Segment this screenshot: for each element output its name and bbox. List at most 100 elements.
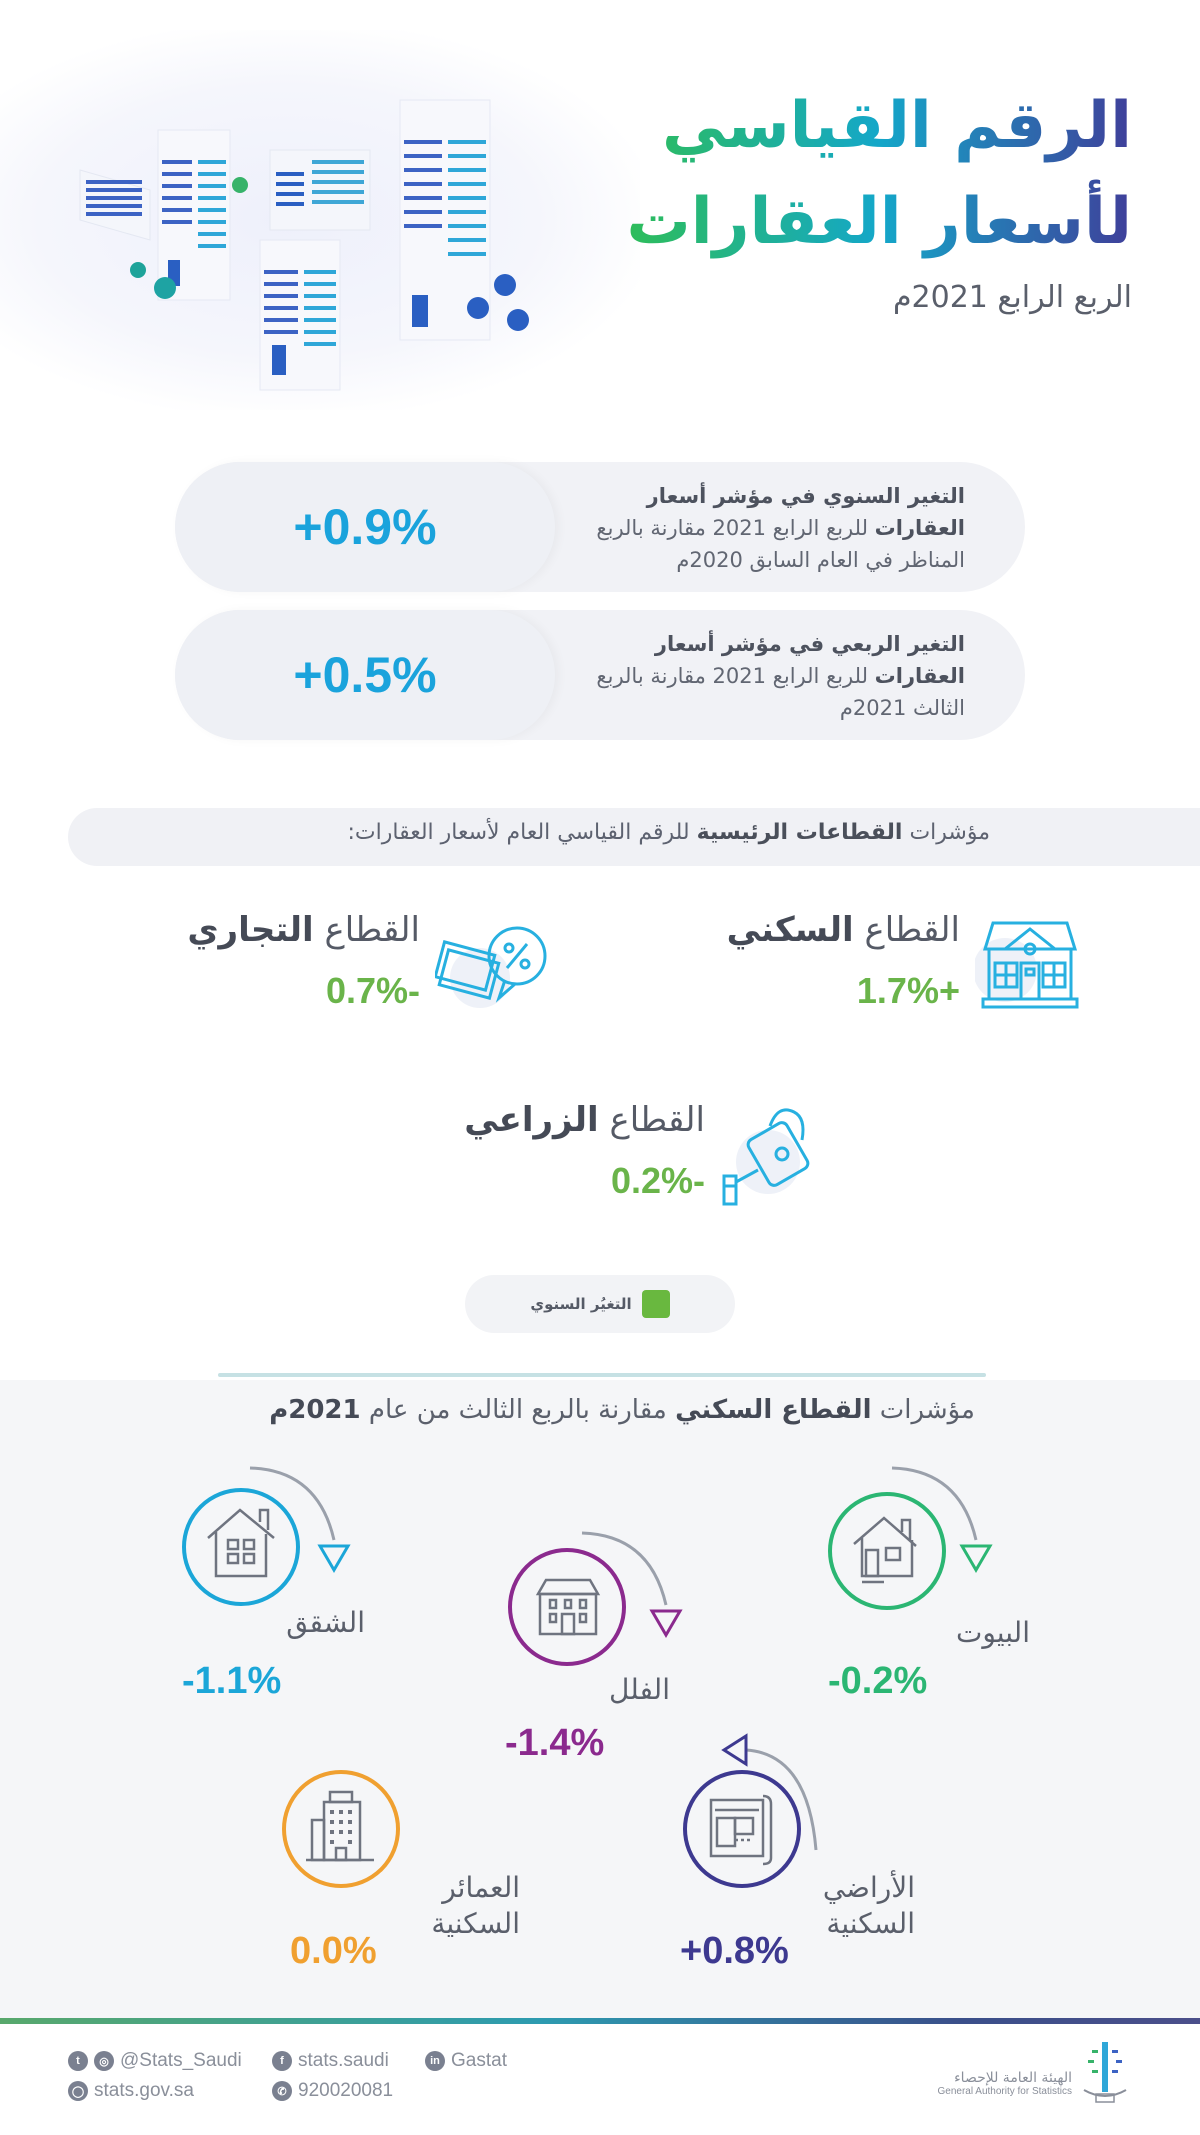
org-name-english: General Authority for Statistics: [937, 2086, 1072, 2097]
org-name: الهيئة العامة للإحصاء General Authority …: [937, 2070, 1072, 2097]
villas-value: -1.4%: [505, 1722, 605, 1764]
down-arrow-icon: [581, 1531, 683, 1638]
phone-number[interactable]: ✆ 920020081: [272, 2080, 393, 2102]
quarterly-change-title: التغير الربعي في مؤشر أسعار العقارات: [654, 632, 965, 688]
residential-heading-bold: القطاع السكني: [675, 1395, 872, 1425]
sector-commercial-value: -0.7%: [325, 970, 420, 1011]
subtitle: الربع الرابع 2021م: [892, 280, 1132, 315]
sectors-heading: مؤشرات القطاعات الرئيسية للرقم القياسي ا…: [348, 820, 990, 845]
annual-change-card: +0.9% التغير السنوي في مؤشر أسعار العقار…: [175, 462, 1025, 592]
footer: [0, 2024, 1200, 2135]
legend-label: التغيُر السنوي: [530, 1295, 632, 1313]
quarterly-change-value-box: +0.5%: [175, 610, 555, 740]
land-label-line2: السكنية: [826, 1907, 915, 1940]
facebook-icon: f: [272, 2051, 292, 2071]
buildings-label-line2: السكنية: [431, 1907, 520, 1940]
residential-heading: مؤشرات القطاع السكني مقارنة بالربع الثال…: [269, 1395, 975, 1425]
building-icon: [306, 1790, 374, 1862]
sectors-heading-bar: مؤشرات القطاعات الرئيسية للرقم القياسي ا…: [68, 808, 1200, 866]
sector-agricultural: القطاع الزراعي -0.2%: [464, 1098, 705, 1202]
facebook-handle: stats.saudi: [298, 2050, 389, 2071]
apartment-icon: [207, 1508, 275, 1578]
linkedin-handle: Gastat: [451, 2050, 507, 2071]
residential-heading-pre: مؤشرات: [871, 1395, 975, 1425]
land-value: +0.8%: [680, 1930, 789, 1972]
apartments-circle: [182, 1488, 300, 1606]
phone-icon: ✆: [272, 2081, 292, 2101]
houses-label: البيوت: [955, 1616, 1030, 1649]
website-url: stats.gov.sa: [94, 2080, 194, 2101]
sector-residential-name: القطاع السكني: [727, 908, 960, 952]
sectors-heading-pre: مؤشرات: [902, 820, 990, 845]
down-arrow-icon: [891, 1466, 993, 1573]
hero-section: الرقم القياسي لأسعار العقارات الربع الرا…: [0, 0, 1200, 440]
house-icon: [975, 921, 1079, 1009]
quarterly-change-detail: للربع الرابع 2021 مقارنة بالربع الثالث 2…: [596, 664, 965, 720]
sector-residential-value: +1.7%: [856, 970, 960, 1011]
linkedin-icon: in: [425, 2051, 445, 2071]
social-facebook[interactable]: f stats.saudi: [272, 2050, 389, 2072]
annual-change-value-box: +0.9%: [175, 462, 555, 592]
website-link[interactable]: ◯ stats.gov.sa: [68, 2080, 194, 2102]
residential-heading-year: 2021م: [269, 1395, 361, 1425]
title-line-2: لأسعار العقارات: [626, 185, 1132, 259]
buildings-circle: [282, 1770, 400, 1888]
page-title: الرقم القياسي لأسعار العقارات: [626, 78, 1132, 270]
org-name-arabic: الهيئة العامة للإحصاء: [954, 2070, 1072, 2086]
annual-change-title: التغير السنوي في مؤشر أسعار العقارات: [646, 484, 965, 540]
villas-label: الفلل: [609, 1673, 670, 1706]
divider-line: [218, 1373, 986, 1377]
sector-name-pre: القطاع: [598, 1100, 705, 1140]
sector-residential: القطاع السكني +1.7%: [727, 908, 960, 1012]
up-arrow-icon: [721, 1733, 818, 1851]
sector-commercial: القطاع التجاري -0.7%: [187, 908, 420, 1012]
buildings-illustration: [79, 99, 529, 391]
money-percent-icon: [435, 926, 547, 1008]
gastat-logo-icon: [1083, 2042, 1127, 2103]
sector-name-bold: التجاري: [187, 910, 314, 950]
sector-name-pre: القطاع: [853, 910, 960, 950]
watering-can-icon: [722, 1108, 810, 1206]
sector-commercial-name: القطاع التجاري: [187, 908, 420, 952]
sector-name-bold: السكني: [726, 910, 854, 950]
title-line-1: الرقم القياسي: [661, 89, 1132, 163]
annual-change-detail: للربع الرابع 2021 مقارنة بالربع المناظر …: [596, 516, 965, 572]
apartments-value: -1.1%: [182, 1660, 282, 1702]
land-label: الأراضي السكنية: [823, 1870, 915, 1942]
globe-icon: ◯: [68, 2081, 88, 2101]
land-circle: [683, 1770, 801, 1888]
phone-value: 920020081: [298, 2080, 394, 2101]
instagram-icon: ◎: [94, 2051, 114, 2071]
houses-circle: [828, 1492, 946, 1610]
sectors-heading-post: للرقم القياسي العام لأسعار العقارات:: [347, 820, 697, 845]
down-arrow-icon: [249, 1466, 351, 1573]
annual-change-value: +0.9%: [293, 499, 437, 555]
quarterly-change-description: التغير الربعي في مؤشر أسعار العقارات للر…: [565, 628, 965, 724]
social-twitter-instagram[interactable]: t ◎ @Stats_Saudi: [68, 2050, 242, 2072]
houses-value: -0.2%: [828, 1660, 928, 1702]
footer-gradient-line: [0, 2018, 1200, 2024]
twitter-icon: t: [68, 2051, 88, 2071]
social-linkedin[interactable]: in Gastat: [425, 2050, 507, 2072]
buildings-value: 0.0%: [290, 1930, 377, 1972]
house-icon: [853, 1516, 917, 1584]
apartments-label: الشقق: [286, 1606, 365, 1639]
land-plan-icon: [709, 1794, 773, 1866]
quarterly-change-value: +0.5%: [293, 647, 437, 703]
sector-agricultural-value: -0.2%: [610, 1160, 705, 1201]
residential-heading-mid: مقارنة بالربع الثالث من عام: [360, 1395, 676, 1425]
land-label-line1: الأراضي: [822, 1871, 915, 1904]
legend: التغيُر السنوي: [465, 1275, 735, 1333]
sector-agricultural-name: القطاع الزراعي: [464, 1098, 705, 1142]
legend-swatch-annual: [641, 1290, 670, 1318]
sectors-heading-bold: القطاعات الرئيسية: [696, 820, 903, 845]
buildings-label: العمائر السكنية: [431, 1870, 520, 1942]
villa-icon: [535, 1578, 601, 1636]
sector-name-pre: القطاع: [313, 910, 420, 950]
twitter-handle: @Stats_Saudi: [120, 2050, 242, 2071]
sector-name-bold: الزراعي: [464, 1100, 599, 1140]
residential-section: [0, 1380, 1200, 2020]
buildings-label-line1: العمائر: [442, 1871, 520, 1904]
villas-circle: [508, 1548, 626, 1666]
annual-change-description: التغير السنوي في مؤشر أسعار العقارات للر…: [565, 480, 965, 576]
